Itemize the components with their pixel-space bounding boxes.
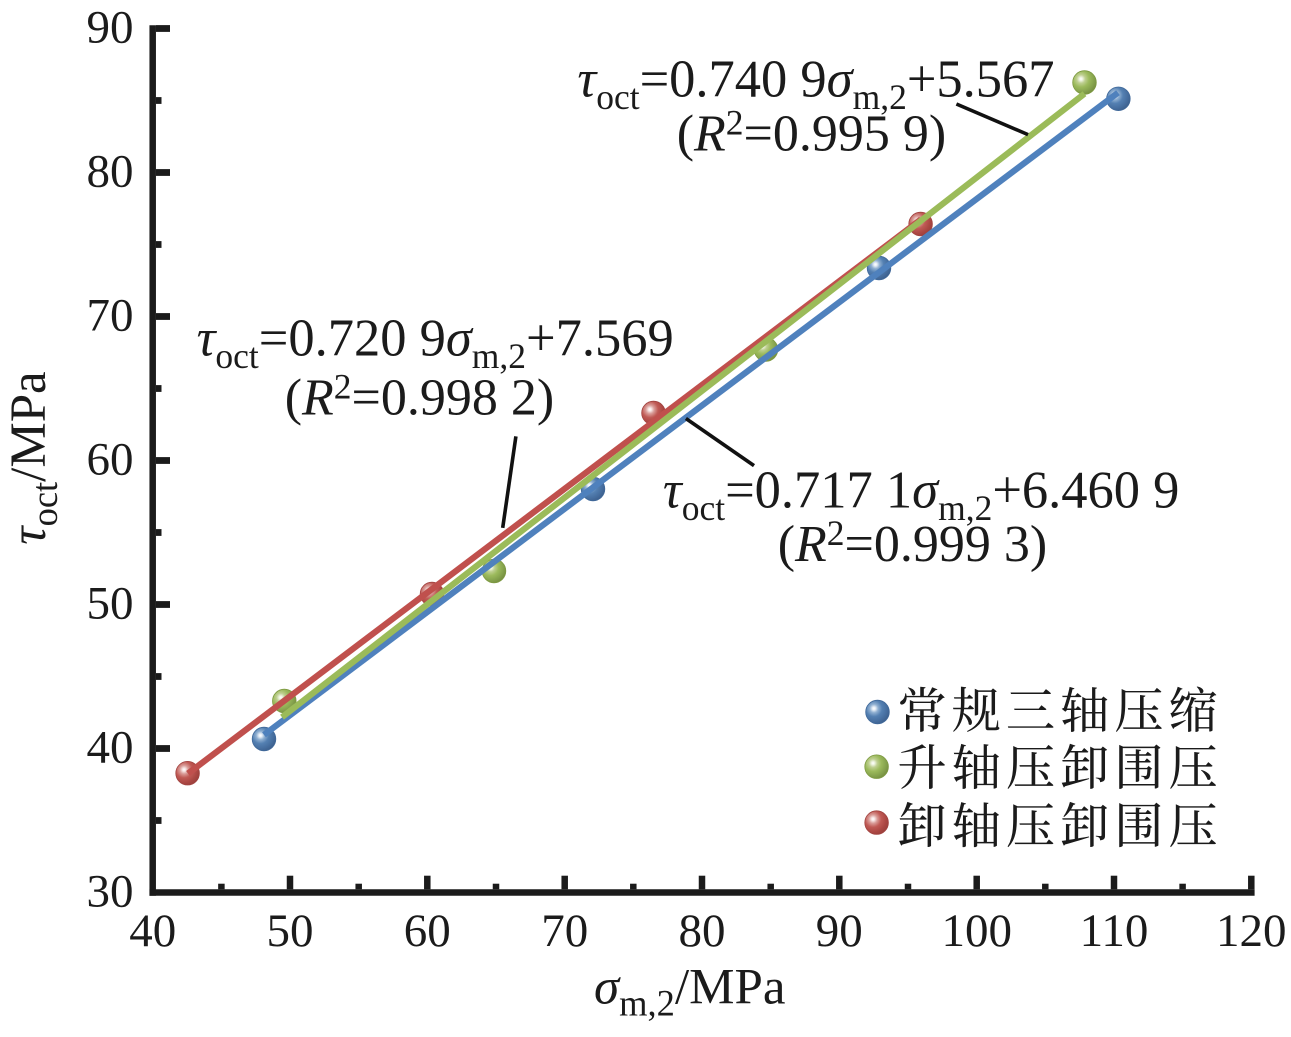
svg-text:30: 30 [87, 866, 134, 918]
svg-text:τoct/MPa: τoct/MPa [1, 371, 65, 544]
svg-text:120: 120 [1216, 905, 1287, 957]
svg-text:40: 40 [129, 905, 176, 957]
svg-text:50: 50 [87, 578, 134, 630]
svg-text:50: 50 [267, 905, 314, 957]
svg-text:80: 80 [679, 905, 726, 957]
svg-text:(R2=0.998 2): (R2=0.998 2) [285, 367, 555, 427]
svg-text:110: 110 [1080, 905, 1149, 957]
svg-text:80: 80 [87, 146, 134, 198]
svg-text:90: 90 [87, 2, 134, 54]
svg-text:τoct=0.740 9σm,2+5.567: τoct=0.740 9σm,2+5.567 [577, 51, 1054, 118]
svg-text:(R2=0.995 9): (R2=0.995 9) [677, 103, 947, 163]
svg-text:100: 100 [941, 905, 1012, 957]
svg-text:τoct=0.717 1σm,2+6.460 9: τoct=0.717 1σm,2+6.460 9 [663, 461, 1180, 528]
svg-text:90: 90 [816, 905, 863, 957]
svg-text:40: 40 [87, 722, 134, 774]
svg-text:60: 60 [404, 905, 451, 957]
svg-text:(R2=0.999 3): (R2=0.999 3) [778, 513, 1047, 573]
svg-text:70: 70 [87, 290, 134, 342]
svg-text:σm,2/MPa: σm,2/MPa [594, 960, 785, 1024]
svg-text:60: 60 [87, 434, 134, 486]
svg-text:70: 70 [541, 905, 588, 957]
svg-text:τoct=0.720 9σm,2+7.569: τoct=0.720 9σm,2+7.569 [197, 309, 674, 376]
